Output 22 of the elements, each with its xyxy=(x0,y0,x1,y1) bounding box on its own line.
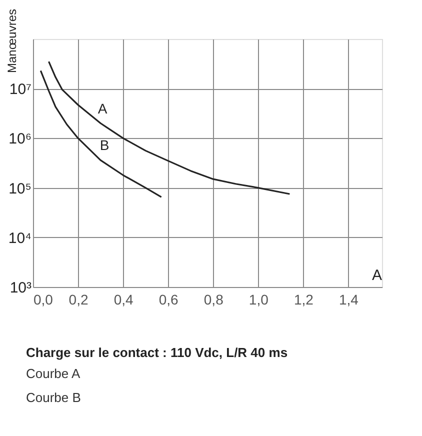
y-tick-label: 10⁷ xyxy=(9,81,32,98)
x-tick-label: 0,8 xyxy=(204,292,224,308)
y-tick-label: 10⁶ xyxy=(8,130,32,148)
text: Courbe A xyxy=(26,366,81,381)
x-tick-label: 0,6 xyxy=(158,292,179,308)
x-tick-label: 0,0 xyxy=(34,292,54,308)
text: Charge sur le contact : 110 Vdc, L/R 40 ms xyxy=(26,345,288,360)
y-tick-label: 10⁵ xyxy=(8,180,32,198)
x-tick-label: 0,4 xyxy=(114,292,134,308)
x-tick-label: 1,2 xyxy=(294,292,314,308)
y-axis-title: Manœuvres xyxy=(5,8,19,73)
series-label: A xyxy=(98,100,108,116)
line-series xyxy=(40,70,162,198)
y-tick-label: 10⁴ xyxy=(8,230,32,247)
y-tick-label: 10³ xyxy=(10,280,32,296)
x-tick-label: 1,0 xyxy=(248,292,269,308)
x-axis-title: A xyxy=(372,267,382,284)
series-label: B xyxy=(100,137,110,154)
x-tick-label: 1,4 xyxy=(338,292,359,308)
line-series xyxy=(48,60,290,195)
x-tick-label: 0,2 xyxy=(68,292,88,308)
text: Courbe B xyxy=(26,390,81,405)
